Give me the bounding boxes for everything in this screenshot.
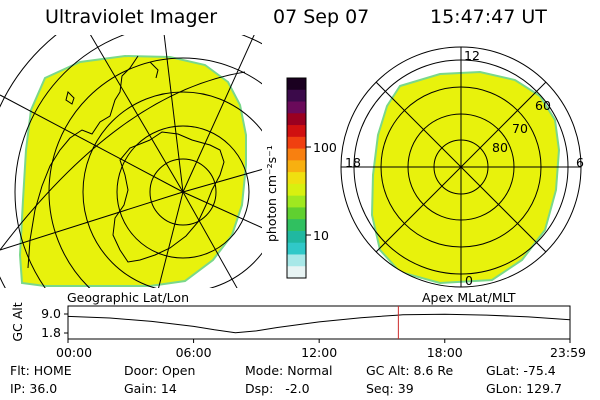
terminator-line: [0, 71, 246, 251]
colorbar-segment: [287, 207, 306, 220]
colorbar-segment: [287, 172, 306, 185]
altitude-x-ticks: 00:00 06:00 12:00 18:00 23:59: [56, 339, 586, 360]
x-tick-label: 12:00: [301, 345, 337, 360]
glon-value: GLon: 129.7: [486, 381, 562, 396]
magnetic-grid: [340, 46, 582, 288]
sequence-value: Seq: 39: [366, 381, 414, 396]
glat-value: GLat: -75.4: [486, 363, 556, 378]
coastline: [27, 55, 225, 269]
intensity-colorbar: [287, 78, 306, 279]
colorbar-tick-label-10: 10: [313, 228, 329, 243]
y-tick-label-1-8: 1.8: [41, 325, 61, 340]
dsp-value: Dsp: -2.0: [245, 381, 310, 396]
mlat-label-80: 80: [492, 140, 508, 155]
observation-date: 07 Sep 07: [273, 6, 370, 28]
colorbar-segment: [287, 183, 306, 197]
colorbar-segment: [287, 113, 306, 126]
x-tick-label: 23:59: [550, 345, 586, 360]
geographic-map: [0, 35, 262, 288]
x-tick-label: 18:00: [427, 345, 463, 360]
instrument-title: Ultraviolet Imager: [45, 6, 218, 28]
colorbar-segment: [287, 78, 306, 91]
altitude-series-line: [67, 313, 571, 334]
mlt-label-18: 18: [345, 155, 361, 170]
colorbar-segment: [287, 101, 306, 114]
mode-status: Mode: Normal: [245, 363, 333, 378]
ip-value: IP: 36.0: [10, 381, 58, 396]
mlat-label-70: 70: [512, 121, 528, 136]
colorbar-segment: [287, 160, 306, 173]
flight-status: Flt: HOME: [10, 363, 72, 378]
x-tick-label: 06:00: [176, 345, 212, 360]
altitude-plot: 9.0 1.8 GC Alt 00:00 06:00 12:00 18:00 23:59: [10, 302, 586, 360]
auroral-emission-magnetic: [370, 70, 561, 285]
magnetic-map: [370, 70, 561, 285]
observation-time: 15:47:47 UT: [430, 6, 547, 28]
colorbar-segment: [287, 148, 306, 161]
y-tick-label-9: 9.0: [41, 306, 61, 321]
gain-value: Gain: 14: [124, 381, 177, 396]
mlt-label-12: 12: [464, 48, 480, 63]
mlt-label-0: 0: [465, 273, 473, 288]
colorbar-segment: [287, 125, 306, 138]
colorbar-unit-label: photon cm⁻²s⁻¹: [264, 145, 279, 242]
auroral-emission-geographic: [18, 54, 247, 287]
colorbar-segment: [287, 266, 306, 279]
mlt-label-6: 6: [576, 155, 584, 170]
colorbar-segment: [287, 219, 306, 232]
x-tick-label: 00:00: [56, 345, 92, 360]
right-map-label: Apex MLat/MLT: [422, 290, 516, 305]
altitude-ylabel: GC Alt: [10, 302, 25, 341]
gc-alt-value: GC Alt: 8.6 Re: [366, 363, 454, 378]
colorbar-segment: [287, 254, 306, 267]
colorbar-frame: [286, 77, 307, 279]
colorbar-segment: [287, 136, 306, 150]
altitude-plot-frame: [67, 305, 571, 340]
mlat-label-60: 60: [535, 98, 551, 113]
colorbar-segment: [287, 242, 306, 255]
colorbar-tick-label-100: 100: [313, 140, 337, 155]
colorbar-segment: [287, 230, 306, 244]
door-status: Door: Open: [124, 363, 196, 378]
left-map-label: Geographic Lat/Lon: [67, 290, 189, 305]
colorbar-segment: [287, 195, 306, 208]
colorbar-segment: [287, 89, 306, 103]
